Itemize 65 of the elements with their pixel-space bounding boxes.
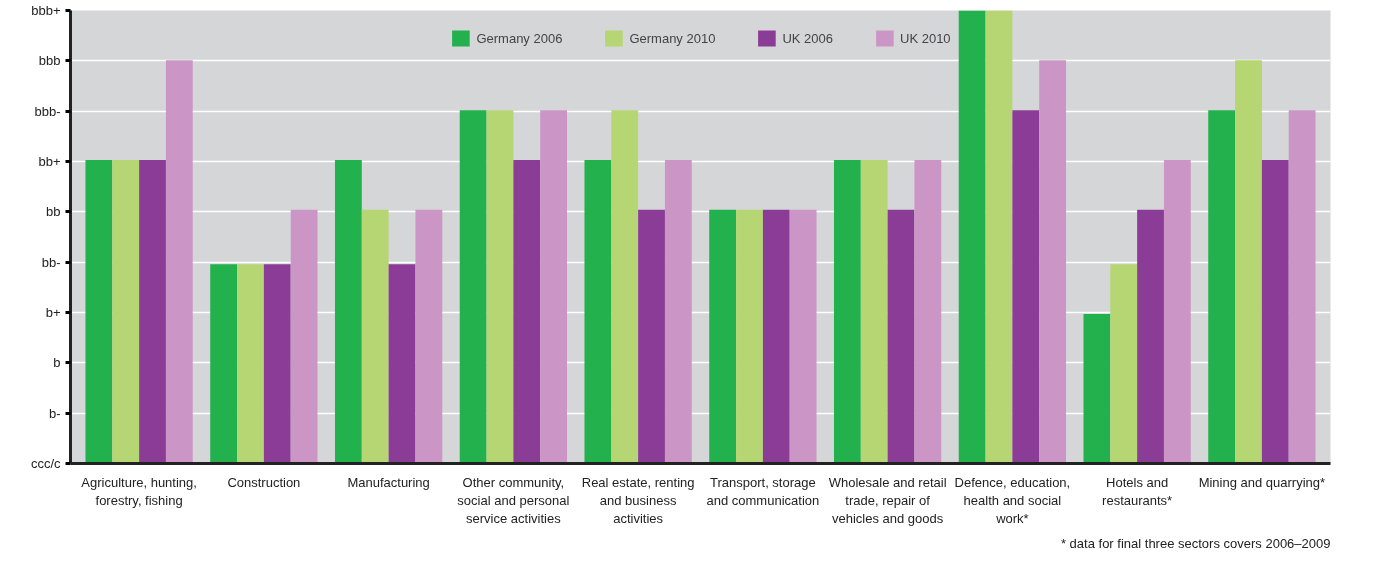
bar bbox=[112, 159, 140, 464]
text: b+ bbox=[45, 305, 61, 320]
bar bbox=[513, 159, 541, 464]
x-tick-label: Wholesale and retail trade, repair of vehicles and goods bbox=[828, 474, 947, 526]
bar bbox=[1163, 159, 1191, 464]
bar bbox=[237, 264, 264, 464]
text: bb- bbox=[41, 254, 61, 270]
bar bbox=[611, 110, 639, 464]
bar bbox=[860, 159, 888, 464]
bar bbox=[638, 209, 665, 464]
bar bbox=[290, 209, 318, 464]
bar bbox=[1012, 110, 1040, 464]
text: bbb bbox=[38, 53, 61, 69]
bar bbox=[459, 110, 487, 464]
x-tick-label: Agriculture, hunting, forestry, fishing bbox=[81, 474, 197, 508]
x-tick-label: Hotels and restaurants* bbox=[1102, 474, 1173, 508]
bar bbox=[486, 110, 514, 464]
bar bbox=[361, 209, 389, 464]
bar bbox=[334, 159, 362, 464]
legend-label: Germany 2006 bbox=[476, 30, 563, 46]
bar bbox=[1110, 264, 1138, 464]
bar bbox=[833, 159, 861, 464]
bar bbox=[958, 10, 986, 464]
bar bbox=[263, 264, 291, 464]
text: ccc/c bbox=[30, 456, 61, 471]
bar bbox=[210, 264, 238, 464]
text: bb+ bbox=[38, 154, 61, 169]
text: b bbox=[53, 355, 61, 371]
bar bbox=[709, 209, 737, 464]
bar bbox=[388, 264, 416, 464]
bar bbox=[762, 209, 790, 464]
bar bbox=[664, 159, 692, 464]
bar bbox=[165, 60, 193, 464]
x-tick-label: Other community, social and personal service activities bbox=[457, 474, 570, 526]
bar bbox=[1261, 159, 1289, 464]
bar bbox=[914, 159, 942, 464]
x-tick-label: Defence, education, health and social work* bbox=[954, 474, 1071, 526]
bar bbox=[139, 159, 166, 464]
bar bbox=[1235, 60, 1262, 464]
bar bbox=[789, 209, 817, 464]
text: bbb+ bbox=[31, 3, 61, 18]
bar bbox=[584, 159, 612, 464]
text: bb bbox=[46, 204, 61, 220]
bar bbox=[415, 209, 443, 464]
legend-label: UK 2006 bbox=[782, 30, 833, 46]
bar bbox=[985, 10, 1013, 464]
x-tick-label: Manufacturing bbox=[347, 474, 430, 490]
bar bbox=[1083, 314, 1111, 464]
bar bbox=[887, 209, 915, 464]
x-tick-label: Construction bbox=[227, 474, 301, 490]
x-tick-label: Real estate, renting and business activities bbox=[581, 474, 695, 526]
bar bbox=[85, 159, 113, 464]
legend-label: UK 2010 bbox=[900, 30, 951, 46]
bar bbox=[1137, 209, 1164, 464]
x-tick-label: Transport, storage and communication bbox=[706, 474, 820, 508]
bar bbox=[1288, 110, 1316, 464]
legend-label: Germany 2010 bbox=[629, 30, 716, 46]
x-tick-label: Mining and quarrying* bbox=[1198, 474, 1326, 490]
bar bbox=[540, 110, 568, 464]
text: bbb- bbox=[34, 103, 61, 119]
bar bbox=[1208, 110, 1236, 464]
text: b- bbox=[48, 405, 61, 421]
bar bbox=[1039, 60, 1067, 464]
bar bbox=[736, 209, 763, 464]
text: * data for final three sectors covers 2006–2009 bbox=[1060, 535, 1331, 551]
